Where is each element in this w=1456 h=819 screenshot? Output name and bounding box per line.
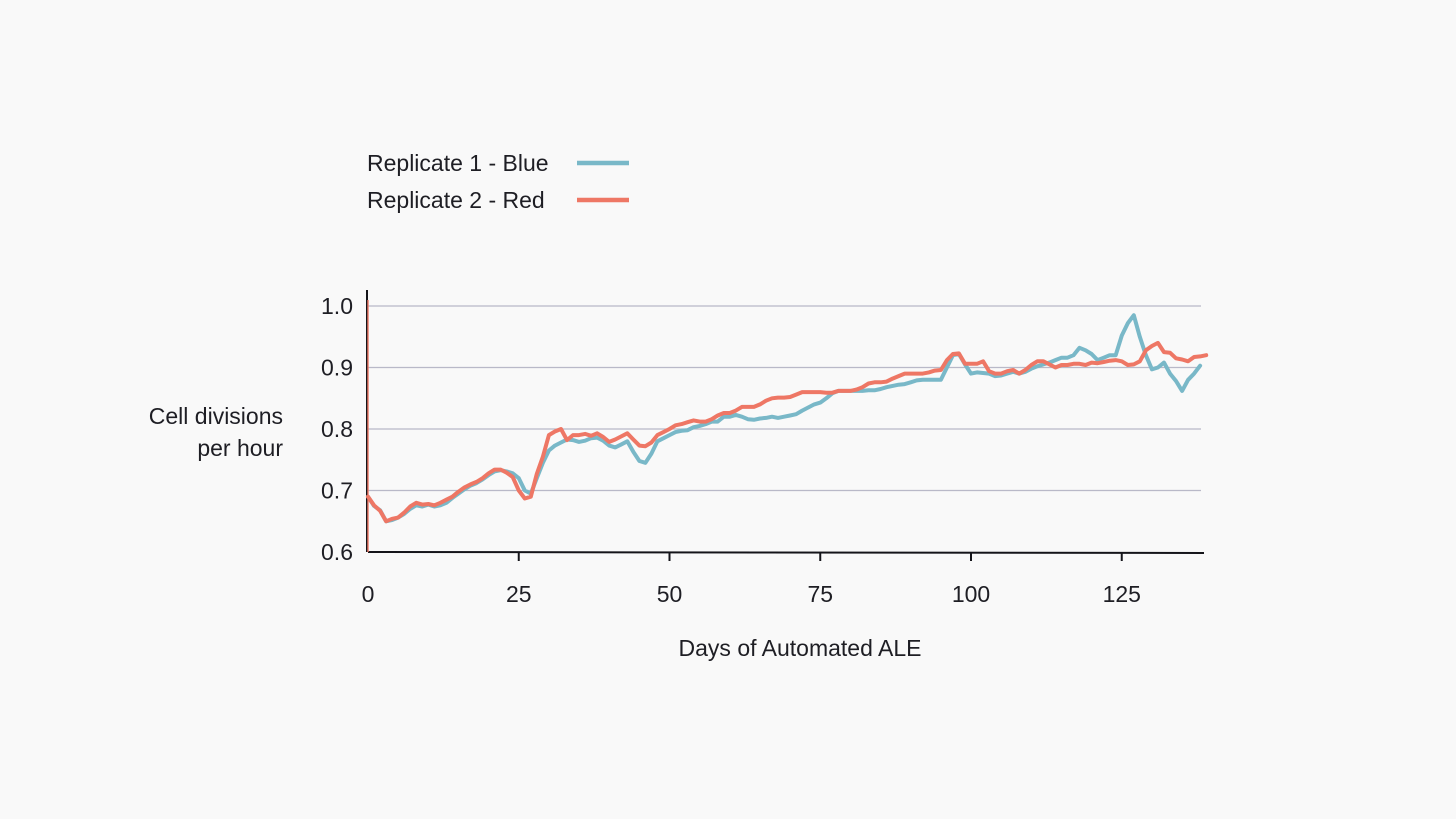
x-tick-label-2: 50 [657,581,683,607]
legend-item-1: Replicate 1 - Blue [367,150,629,176]
x-axis-label: Days of Automated ALE [679,635,922,661]
x-axis-line [367,551,1205,554]
axes [366,290,1205,561]
gridlines [368,305,1201,492]
y-axis-label-line-1: per hour [197,435,283,461]
legend-item-2: Replicate 2 - Red [367,187,629,213]
x-tick-label-3: 75 [807,581,833,607]
y-tick-label-2: 0.8 [321,416,353,442]
x-tick-label-4: 100 [952,581,990,607]
x-tick-label-0: 0 [362,581,375,607]
y-tick-label-4: 1.0 [321,293,353,319]
y-axis-label-line-0: Cell divisions [149,403,283,429]
x-tick-label-5: 125 [1103,581,1141,607]
chart-legend: Replicate 1 - Blue Replicate 2 - Red [367,150,629,213]
y-tick-label-0: 0.6 [321,539,353,565]
tick-labels: 0 25 50 75 100 125 0.6 0.7 0.8 0.9 1.0 [321,293,1141,607]
x-tick-label-1: 25 [506,581,532,607]
y-tick-label-3: 0.9 [321,355,353,381]
legend-label-2: Replicate 2 - Red [367,187,545,213]
axis-labels: Days of Automated ALE Cell divisions per h… [149,403,922,661]
legend-label-1: Replicate 1 - Blue [367,150,549,176]
series-line-2 [366,340,1209,524]
y-tick-label-1: 0.7 [321,478,353,504]
data-series [366,300,1209,552]
